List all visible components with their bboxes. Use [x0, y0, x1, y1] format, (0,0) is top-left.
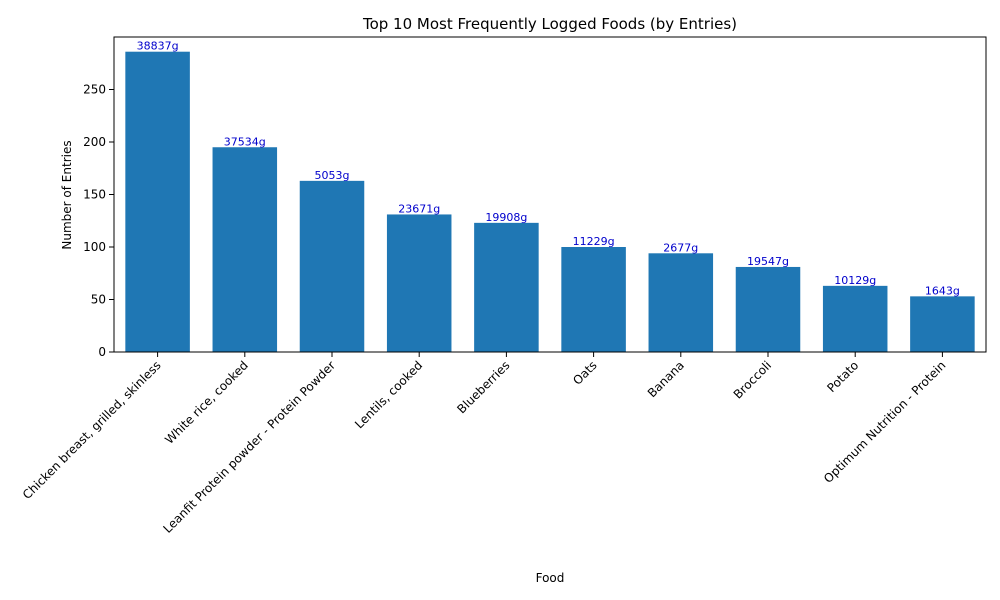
y-axis-ticks: 0 50 100 150 200 250 [83, 83, 114, 359]
y-tick-label: 100 [83, 240, 106, 254]
bars-group [125, 51, 975, 352]
x-tick-label: Oats [570, 358, 600, 388]
bar [910, 296, 975, 352]
bar [648, 253, 714, 352]
bar-data-label: 38837g [137, 40, 179, 53]
bar-data-label: 19547g [747, 255, 789, 268]
bar-data-label: 2677g [663, 241, 698, 254]
y-tick-label: 250 [83, 83, 106, 97]
data-labels-group: 38837g 37534g 5053g 23671g 19908g 11229g 2677g… [137, 40, 960, 298]
y-axis-label: Number of Entries [60, 140, 74, 249]
bar-data-label: 19908g [485, 211, 527, 224]
x-tick-label: Chicken breast, grilled, skinless [20, 358, 164, 502]
y-tick-label: 150 [83, 188, 106, 202]
bar-data-label: 23671g [398, 202, 440, 215]
bar [474, 222, 539, 352]
y-tick-label: 200 [83, 135, 106, 149]
bar-data-label: 1643g [925, 284, 960, 297]
x-tick-label: Broccoli [731, 358, 774, 401]
bar [822, 285, 888, 352]
bar [386, 214, 452, 352]
bar [735, 266, 801, 352]
x-tick-label: Potato [824, 358, 861, 395]
bar-data-label: 5053g [315, 169, 350, 182]
bar [299, 180, 365, 352]
bar [561, 247, 626, 352]
x-tick-label: Lentils, cooked [352, 358, 425, 431]
bar-data-label: 11229g [573, 235, 615, 248]
bar [125, 51, 190, 352]
x-tick-label: Leanfit Protein powder - Protein Powder [160, 358, 338, 536]
x-axis-label: Food [536, 571, 565, 585]
bar [212, 147, 278, 352]
x-tick-label: Blueberries [454, 358, 512, 416]
x-tick-label: White rice, cooked [162, 358, 251, 447]
x-tick-label: Banana [645, 358, 687, 400]
chart-title: Top 10 Most Frequently Logged Foods (by … [362, 15, 737, 33]
y-tick-label: 0 [98, 345, 106, 359]
bar-data-label: 37534g [224, 135, 266, 148]
bar-data-label: 10129g [834, 274, 876, 287]
y-tick-label: 50 [91, 293, 106, 307]
